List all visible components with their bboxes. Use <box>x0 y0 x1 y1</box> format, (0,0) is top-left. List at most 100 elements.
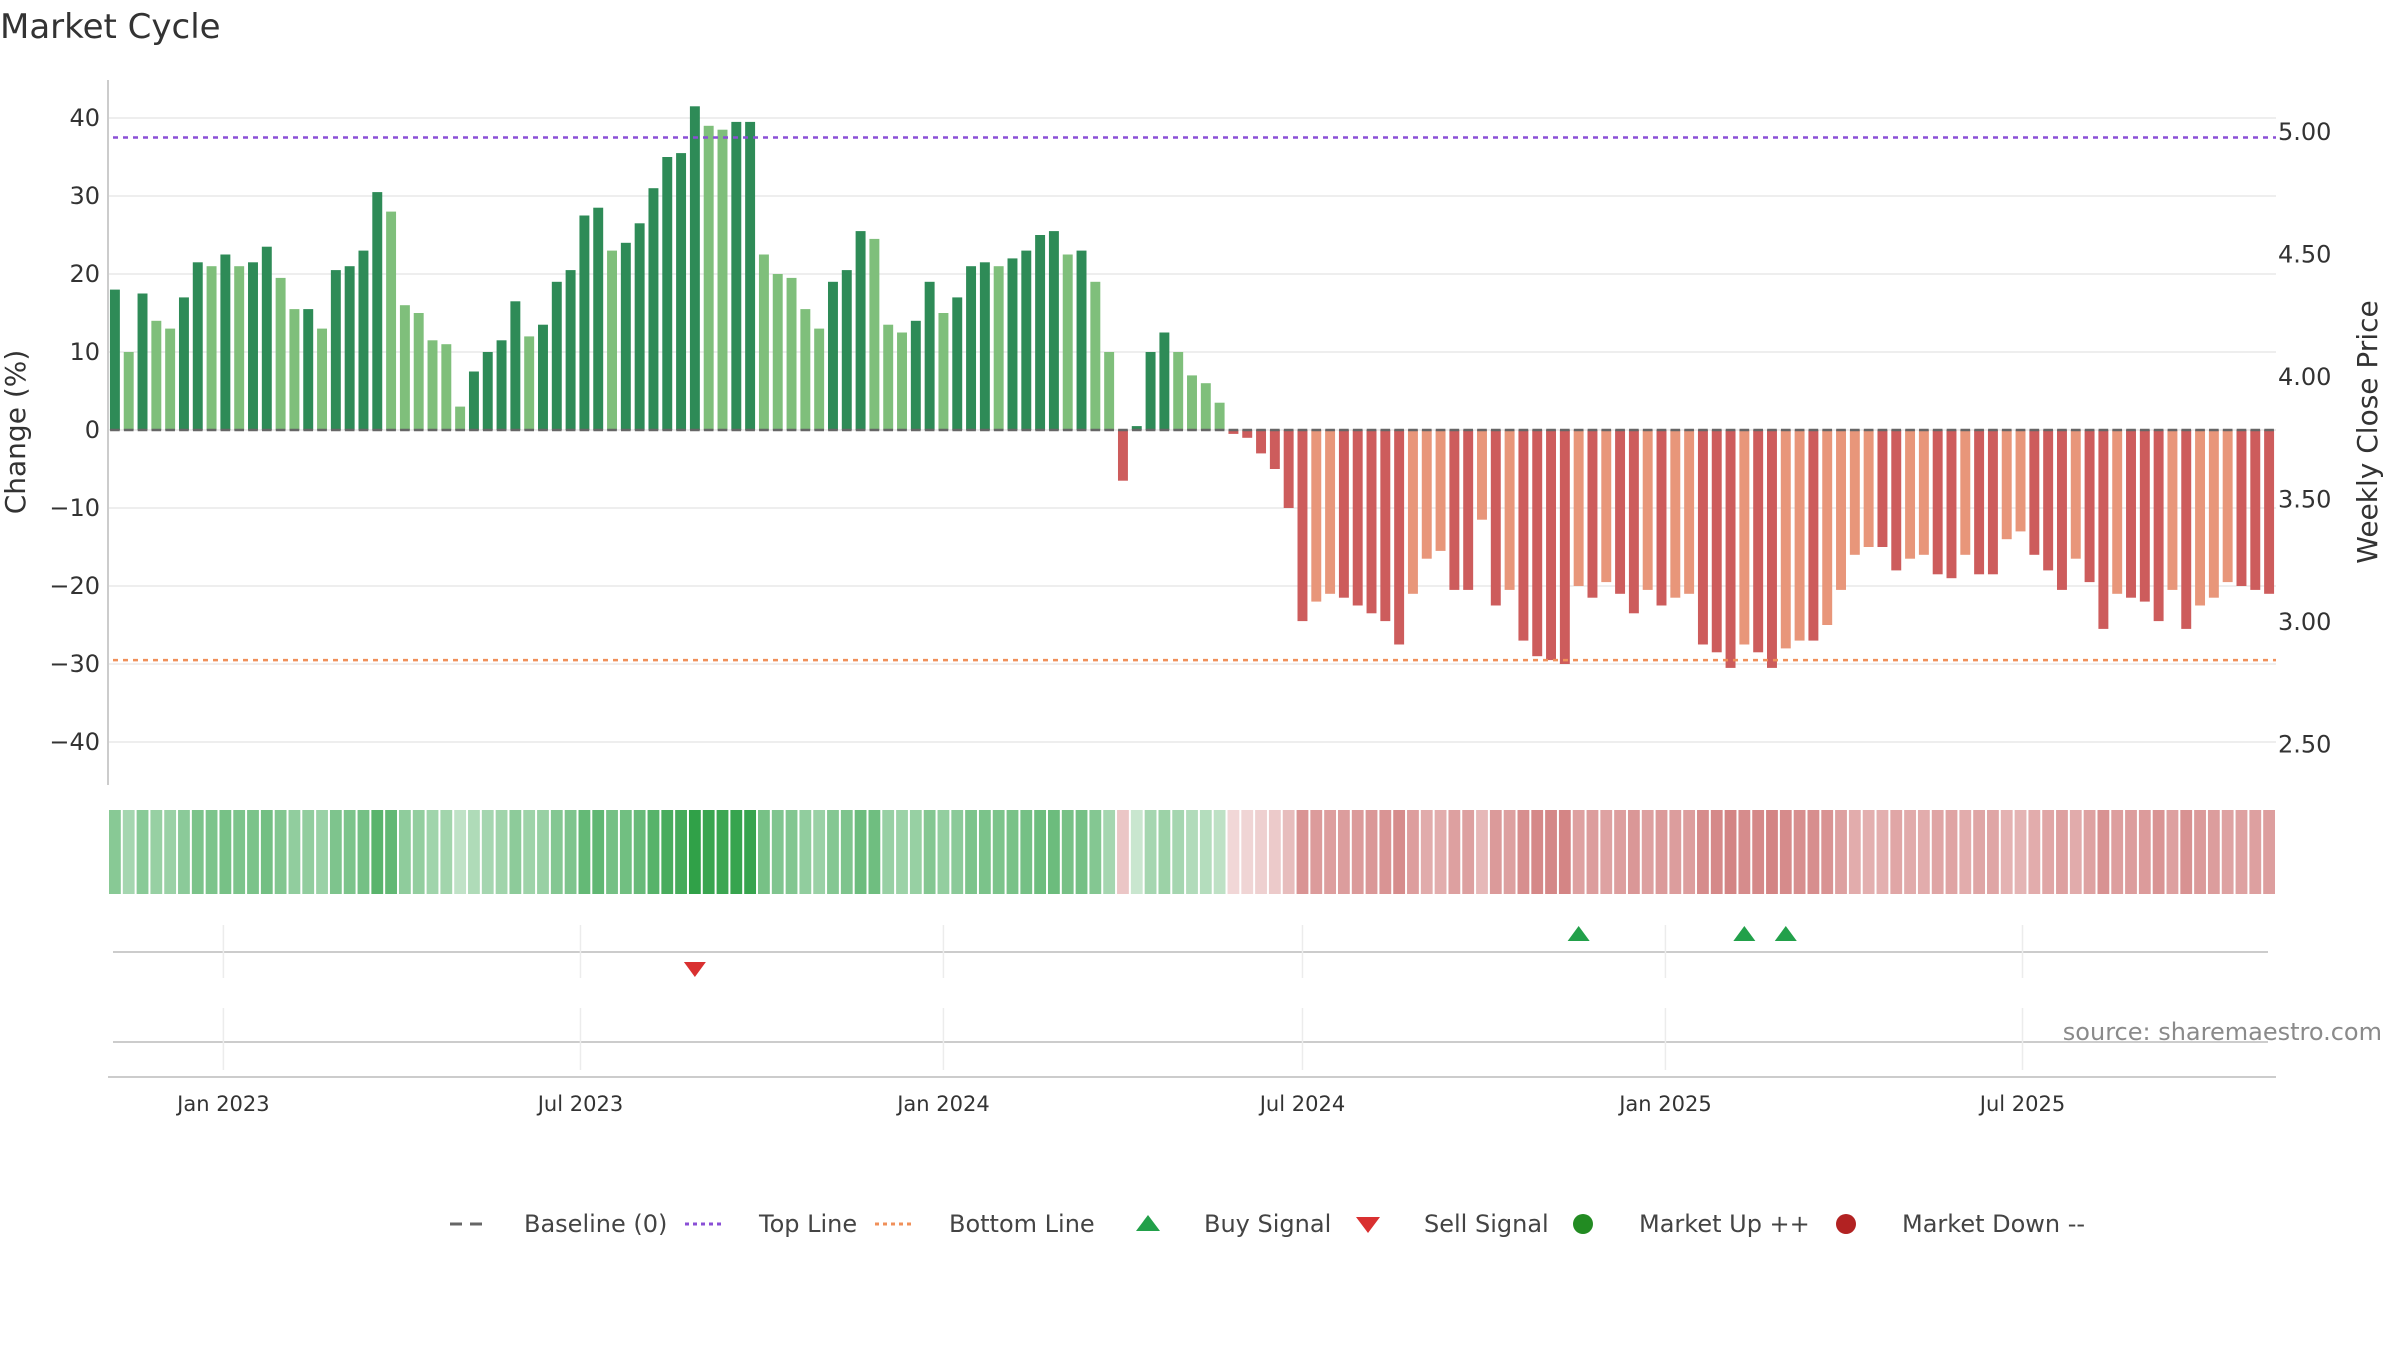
heat-cell <box>1503 810 1516 894</box>
change-bar <box>1849 430 1860 555</box>
change-bar <box>2264 430 2275 594</box>
change-bar <box>1256 430 1267 454</box>
change-bar <box>1822 430 1833 625</box>
heat-cell <box>1075 810 1088 894</box>
heat-cell <box>1061 810 1074 894</box>
heat-cell <box>1434 810 1447 894</box>
heat-cell <box>827 810 839 894</box>
change-bar <box>2195 430 2206 606</box>
x-tick-label: Jul 2023 <box>536 1092 623 1116</box>
legend-label: Baseline (0) <box>524 1210 667 1238</box>
signal-panel <box>113 925 2268 978</box>
heat-cell <box>1862 810 1875 894</box>
change-bar <box>1711 430 1722 653</box>
heat-cell <box>1393 810 1406 894</box>
change-bar <box>634 223 645 430</box>
heat-cell <box>1048 810 1060 894</box>
change-bar <box>2126 430 2136 598</box>
heat-cell <box>385 810 397 894</box>
x-tick-label: Jan 2024 <box>895 1092 990 1116</box>
heat-cell <box>2014 810 2027 894</box>
heat-cell <box>896 810 908 894</box>
legend-circle-icon <box>1573 1214 1593 1234</box>
heat-cell <box>1282 810 1295 894</box>
change-bar <box>883 324 894 430</box>
change-bar <box>386 211 397 430</box>
heat-cell <box>675 810 687 894</box>
heat-cell <box>1186 810 1198 894</box>
heat-cell <box>633 810 646 894</box>
change-bar <box>565 270 576 430</box>
heat-cell <box>2083 810 2096 894</box>
heat-cell <box>868 810 881 894</box>
heat-cell <box>1890 810 1903 894</box>
heat-cell <box>978 810 991 894</box>
change-bar <box>482 352 493 430</box>
heat-cell <box>2194 810 2206 894</box>
buy-signal-marker <box>1733 926 1756 941</box>
heat-cell <box>1931 810 1944 894</box>
heat-cell <box>1089 810 1102 894</box>
change-bar <box>1145 352 1156 430</box>
change-bar <box>814 328 825 430</box>
change-bar <box>165 328 176 430</box>
chart-title: Market Cycle <box>0 7 221 47</box>
change-bar <box>2236 430 2247 586</box>
change-bar <box>2084 430 2095 583</box>
change-bar <box>1366 430 1377 614</box>
change-bar <box>1325 430 1336 594</box>
change-bar <box>1131 426 1142 430</box>
heat-cell <box>744 810 757 894</box>
heat-cell <box>302 810 315 894</box>
heat-cell <box>1545 810 1557 894</box>
heat-cell <box>1006 810 1019 894</box>
change-bar <box>2208 430 2219 598</box>
heat-cell <box>854 810 867 894</box>
change-bar <box>910 320 921 430</box>
heat-cell <box>412 810 425 894</box>
change-bar <box>261 246 272 430</box>
heat-cell <box>2207 810 2220 894</box>
heat-cell <box>882 810 895 894</box>
right-axis-label: Weekly Close Price <box>2351 300 2384 563</box>
change-bar <box>1117 430 1128 481</box>
change-bar <box>496 340 507 430</box>
change-bar <box>1615 430 1626 594</box>
x-tick-label: Jan 2023 <box>175 1092 270 1116</box>
heat-cell <box>1144 810 1157 894</box>
change-bar <box>1380 430 1391 622</box>
change-bar <box>855 231 866 430</box>
change-bar <box>2250 430 2261 590</box>
heat-cell <box>992 810 1005 894</box>
change-bar <box>620 242 631 430</box>
change-bar <box>1670 430 1681 598</box>
heat-cell <box>2221 810 2234 894</box>
change-bar <box>662 157 673 430</box>
change-bar <box>2167 430 2178 590</box>
heat-cell <box>771 810 784 894</box>
change-bar <box>1587 430 1598 598</box>
change-bar <box>192 262 203 430</box>
change-bar <box>676 153 687 430</box>
x-tick-label: Jul 2024 <box>1258 1092 1345 1116</box>
change-bar <box>1463 430 1474 590</box>
heat-cell <box>2028 810 2041 894</box>
change-bar <box>1753 430 1764 653</box>
left-tick-label: −40 <box>49 728 100 756</box>
change-bar <box>2056 430 2067 590</box>
change-bar <box>966 266 977 430</box>
heat-cell <box>1241 810 1254 894</box>
heat-cell <box>1310 810 1323 894</box>
heat-cell <box>1572 810 1585 894</box>
change-bar <box>924 281 935 430</box>
legend-circle-icon <box>1836 1214 1856 1234</box>
change-bar <box>1546 430 1557 661</box>
heat-cell <box>909 810 922 894</box>
change-bar <box>897 332 907 430</box>
heat-cell <box>661 810 674 894</box>
heat-cell <box>1600 810 1613 894</box>
heat-cell <box>1779 810 1792 894</box>
change-bar <box>330 270 341 430</box>
heat-cell <box>799 810 812 894</box>
change-bar <box>441 344 452 430</box>
